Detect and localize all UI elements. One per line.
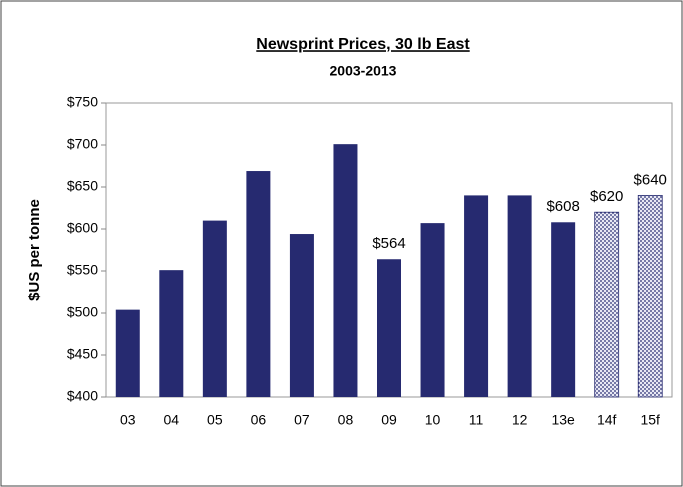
bar (246, 171, 271, 397)
value-label: $640 (634, 171, 667, 188)
x-tick-label: 06 (251, 412, 267, 428)
y-axis-label: $US per tonne (26, 199, 43, 301)
y-tick-label: $500 (67, 304, 98, 320)
bar (377, 259, 401, 397)
x-tick-label: 10 (425, 412, 441, 428)
bar (551, 222, 576, 397)
x-tick-label: 09 (381, 412, 397, 428)
chart-title: Newsprint Prices, 30 lb East (256, 36, 470, 53)
bar (289, 234, 314, 397)
x-tick-label: 13e (551, 412, 575, 428)
y-tick-label: $550 (67, 262, 98, 278)
bar (159, 270, 184, 397)
bar (464, 195, 489, 397)
x-tick-label: 08 (338, 412, 354, 428)
x-tick-label: 05 (207, 412, 223, 428)
y-tick-label: $700 (67, 136, 98, 152)
bar (115, 309, 140, 397)
y-tick-label: $450 (67, 346, 98, 362)
chart-subtitle: 2003-2013 (330, 63, 397, 79)
value-label: $620 (590, 188, 623, 205)
x-tick-label: 07 (294, 412, 310, 428)
x-tick-label: 12 (512, 412, 528, 428)
y-tick-label: $600 (67, 220, 98, 236)
x-tick-label: 04 (164, 412, 180, 428)
bar (333, 144, 358, 397)
bar (594, 211, 620, 398)
x-tick-label: 03 (120, 412, 136, 428)
y-tick-label: $750 (67, 94, 98, 110)
x-tick-label: 14f (597, 412, 617, 428)
bar (637, 194, 663, 398)
bar (507, 195, 532, 397)
bar (420, 223, 445, 397)
value-label: $564 (372, 235, 405, 252)
x-tick-label: 15f (640, 412, 660, 428)
value-label: $608 (546, 198, 579, 215)
bar (202, 220, 227, 397)
y-tick-label: $650 (67, 178, 98, 194)
y-tick-label: $400 (67, 388, 98, 404)
x-tick-label: 11 (469, 412, 484, 428)
